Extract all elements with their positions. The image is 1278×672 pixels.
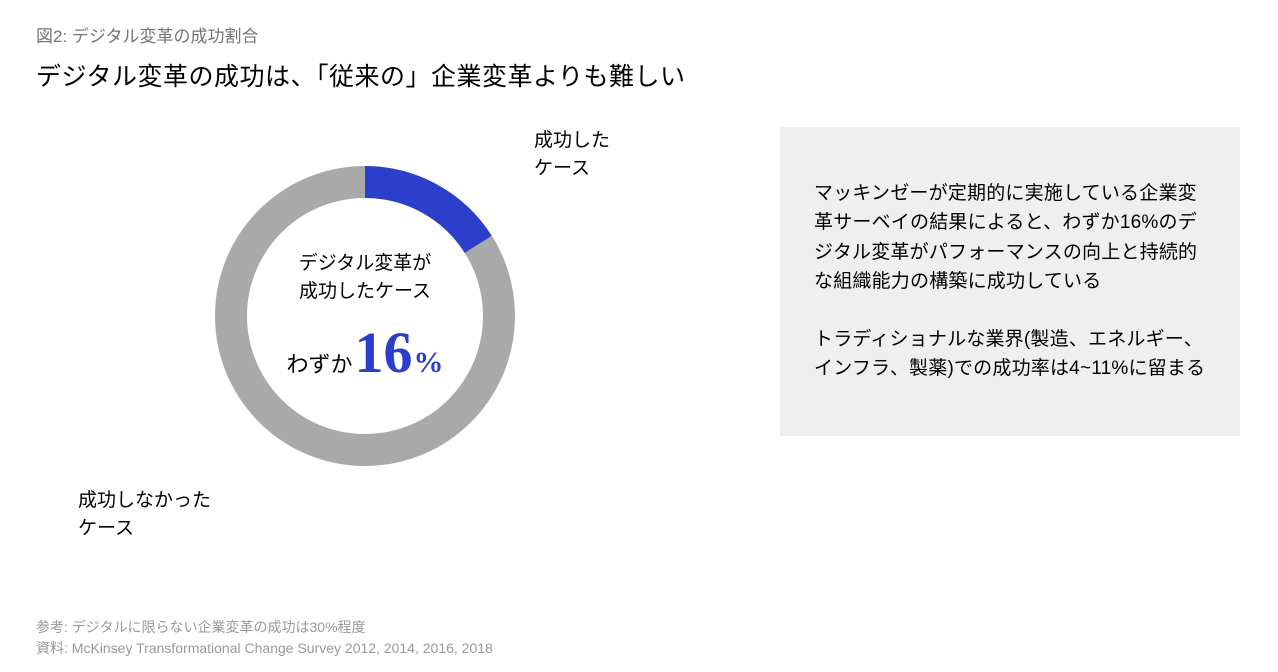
label-fail-line1: 成功しなかった [78, 487, 211, 515]
content-row: 成功した ケース デジタル変革が 成功したケース わずか 16 % 成功しなかっ… [36, 127, 1242, 557]
center-prefix: わずか [286, 347, 352, 379]
donut-chart-area: 成功した ケース デジタル変革が 成功したケース わずか 16 % 成功しなかっ… [36, 127, 716, 557]
side-paragraph-1: マッキンゼーが定期的に実施している企業変革サーベイの結果によると、わずか16%の… [814, 179, 1206, 297]
footnotes: 参考: デジタルに限らない企業変革の成功は30%程度 資料: McKinsey … [36, 617, 493, 658]
label-success-line1: 成功した [534, 127, 610, 155]
donut-wrap: デジタル変革が 成功したケース わずか 16 % [212, 163, 518, 469]
side-box: マッキンゼーが定期的に実施している企業変革サーベイの結果によると、わずか16%の… [780, 127, 1240, 436]
footnote-line1: 参考: デジタルに限らない企業変革の成功は30%程度 [36, 617, 493, 637]
main-title: デジタル変革の成功は、「従来の」企業変革よりも難しい [36, 57, 1242, 93]
center-value-row: わずか 16 % [286, 324, 443, 382]
figure-label: 図2: デジタル変革の成功割合 [36, 22, 1242, 47]
side-paragraph-2: トラディショナルな業界(製造、エネルギー、インフラ、製薬)での成功率は4~11%… [814, 325, 1206, 384]
label-fail-line2: ケース [78, 515, 211, 543]
label-success: 成功した ケース [534, 127, 610, 182]
center-number: 16 [355, 324, 413, 382]
center-suffix: % [414, 346, 444, 380]
donut-center: デジタル変革が 成功したケース わずか 16 % [212, 163, 518, 469]
center-line1: デジタル変革が [299, 250, 432, 278]
center-line2: 成功したケース [299, 278, 431, 306]
footnote-line2: 資料: McKinsey Transformational Change Sur… [36, 638, 493, 658]
label-fail: 成功しなかった ケース [78, 487, 211, 542]
label-success-line2: ケース [534, 155, 610, 183]
